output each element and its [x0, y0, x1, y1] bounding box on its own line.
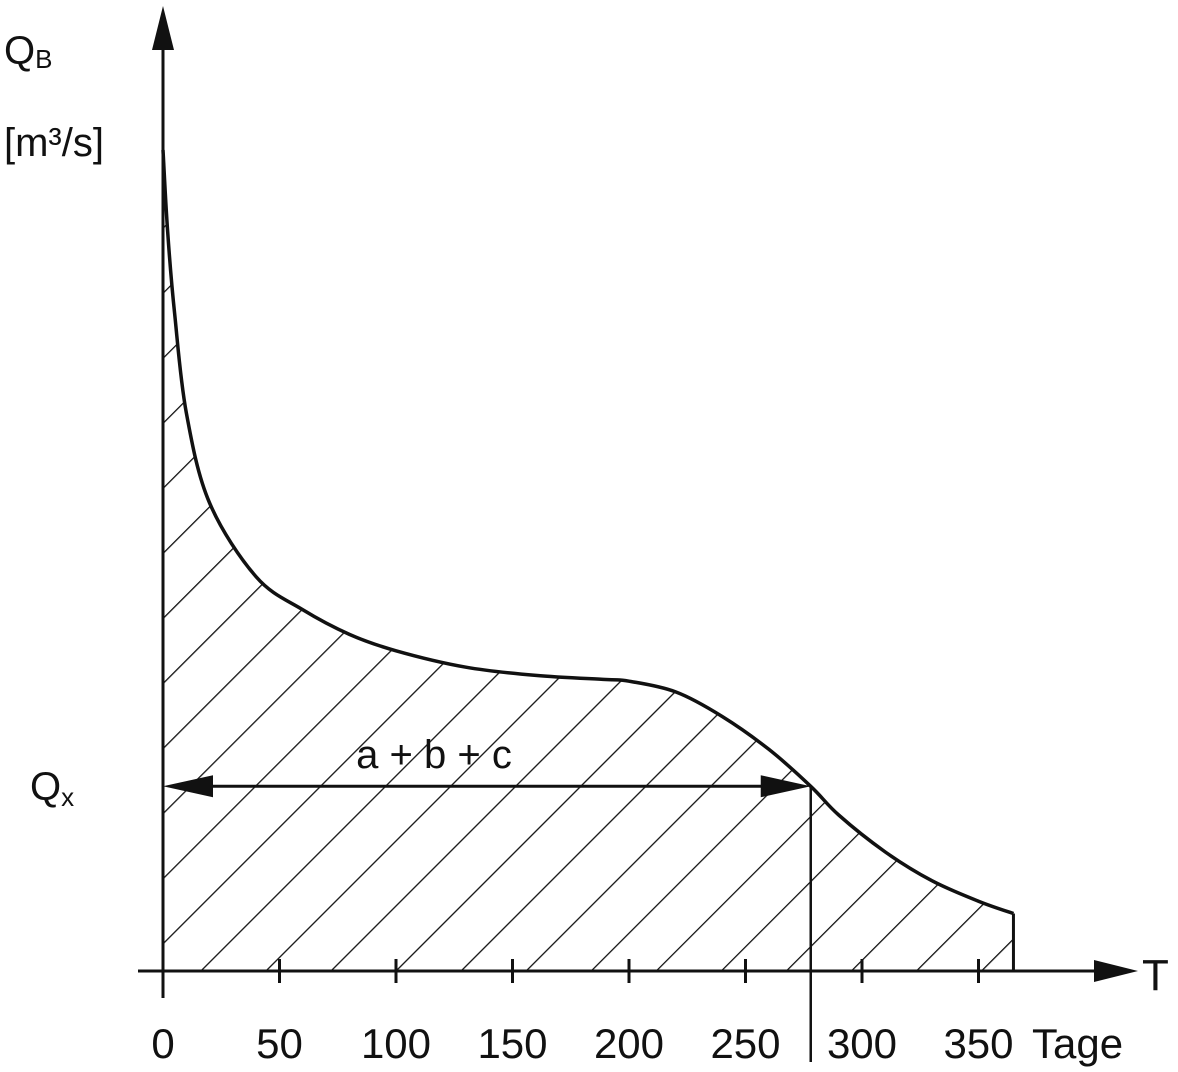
x-tick-label: 300: [827, 1020, 897, 1067]
x-tick-label: 0: [151, 1020, 174, 1067]
y-axis-unit: [m³/s]: [4, 121, 104, 165]
x-axis-unit: Tage: [1032, 1020, 1123, 1067]
threshold-marker: [163, 775, 812, 1062]
y-axis-arrow-icon: [152, 6, 174, 50]
curve-line: [161, 149, 1015, 916]
duration-curve: [161, 149, 1015, 971]
threshold-label: Qx: [30, 765, 74, 812]
x-tick-label: 250: [710, 1020, 780, 1067]
span-arrow-right-icon: [760, 775, 811, 798]
x-axis-symbol: T: [1142, 951, 1169, 1000]
x-tick-label: 200: [594, 1020, 664, 1067]
y-axis-label: QB: [4, 29, 52, 74]
x-tick-label: 50: [256, 1020, 303, 1067]
x-tick-label: 350: [943, 1020, 1013, 1067]
x-axis-arrow-icon: [1094, 960, 1138, 982]
x-tick-label: 150: [477, 1020, 547, 1067]
hatch-fill: [163, 150, 1014, 971]
hatched-area: [163, 150, 1014, 971]
x-ticks: 0 50 100 150 200 250 300 350: [151, 959, 1014, 1067]
x-tick-label: 100: [361, 1020, 431, 1067]
span-arrow-left-icon: [163, 775, 213, 798]
span-label: a + b + c: [356, 733, 512, 777]
